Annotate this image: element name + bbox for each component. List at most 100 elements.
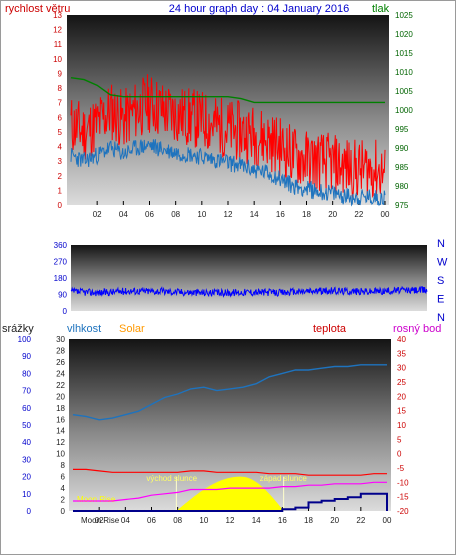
- wind-x-tick: 10: [197, 210, 206, 219]
- dewpoint-series-line: [73, 481, 387, 502]
- sun-rise-label: východ slunce: [146, 474, 197, 483]
- wind-panel: 0123456789101112139759809859909951000100…: [53, 11, 413, 219]
- wind-x-tick: 22: [354, 210, 363, 219]
- thermo-x-tick: 18: [304, 516, 313, 525]
- temperature-y-tick: 5: [397, 435, 402, 444]
- temperature-axis-label: teplota: [313, 323, 347, 335]
- temperature-y-tick: -10: [397, 478, 409, 487]
- wind-y-tick: 6: [58, 113, 63, 122]
- wind-x-tick: 16: [276, 210, 285, 219]
- humidity-y-tick: 24: [56, 369, 65, 378]
- wind-y-tick: 8: [58, 84, 63, 93]
- dewpoint-axis-label: rosný bod: [393, 323, 441, 335]
- temperature-y-tick: 10: [397, 421, 406, 430]
- rain-y-tick: 50: [22, 421, 31, 430]
- wind-x-tick: 02: [93, 210, 102, 219]
- temperature-y-tick: 15: [397, 407, 406, 416]
- humidity-y-tick: 0: [61, 507, 66, 516]
- wind-y-tick: 12: [53, 26, 62, 35]
- compass-label: W: [437, 257, 448, 269]
- direction-y-tick: 0: [63, 307, 68, 316]
- temperature-y-tick: -15: [397, 493, 409, 502]
- thermo-x-tick: 08: [173, 516, 182, 525]
- wind-x-tick: 04: [119, 210, 128, 219]
- thermo-x-tick: 00: [383, 516, 392, 525]
- direction-y-tick: 180: [54, 274, 68, 283]
- rain-y-tick: 60: [22, 404, 31, 413]
- wind-y-tick: 5: [58, 128, 63, 137]
- temperature-y-tick: 40: [397, 335, 406, 344]
- rain-axis-label: srážky: [2, 323, 34, 335]
- humidity-y-tick: 30: [56, 335, 65, 344]
- humidity-y-tick: 2: [61, 496, 66, 505]
- wind-x-tick: 00: [381, 210, 390, 219]
- humidity-y-tick: 6: [61, 473, 66, 482]
- thermo-x-tick: 10: [199, 516, 208, 525]
- pressure-y-tick: 975: [395, 201, 409, 210]
- humidity-y-tick: 12: [56, 438, 65, 447]
- thermo-x-tick: 04: [121, 516, 130, 525]
- pressure-y-tick: 980: [395, 182, 409, 191]
- wind-y-tick: 13: [53, 11, 62, 20]
- wind-axis-label: rychlost větru: [5, 3, 70, 15]
- direction-y-tick: 270: [54, 258, 68, 267]
- pressure-y-tick: 985: [395, 163, 409, 172]
- direction-series-line: [70, 285, 428, 298]
- wind-y-tick: 9: [58, 69, 63, 78]
- sun-set-label: západ slunce: [260, 474, 308, 483]
- pressure-y-tick: 1000: [395, 106, 413, 115]
- thermo-x-tick: 14: [252, 516, 261, 525]
- compass-label: S: [437, 275, 444, 287]
- humidity-y-tick: 26: [56, 358, 65, 367]
- wind-x-tick: 12: [224, 210, 233, 219]
- solar-axis-label: Solar: [119, 323, 145, 335]
- thermo-x-tick: 12: [226, 516, 235, 525]
- pressure-axis-label: tlak: [372, 3, 390, 15]
- rain-y-tick: 20: [22, 473, 31, 482]
- humidity-y-tick: 22: [56, 381, 65, 390]
- chart-title: 24 hour graph day : 04 January 2016: [169, 3, 349, 15]
- wind-y-tick: 4: [58, 143, 63, 152]
- thermo-x-tick: 02: [95, 516, 104, 525]
- pressure-y-tick: 1020: [395, 30, 413, 39]
- compass-label: N: [437, 312, 445, 324]
- rain-y-tick: 100: [18, 335, 32, 344]
- humidity-axis-label: vlhkost: [67, 323, 101, 335]
- direction-y-tick: 90: [58, 291, 67, 300]
- temperature-y-tick: 25: [397, 378, 406, 387]
- wind-x-tick: 18: [302, 210, 311, 219]
- wind-y-tick: 2: [58, 172, 63, 181]
- pressure-series-line: [70, 77, 385, 104]
- temperature-y-tick: 20: [397, 392, 406, 401]
- rain-y-tick: 90: [22, 352, 31, 361]
- pressure-y-tick: 990: [395, 144, 409, 153]
- wind-x-tick: 08: [171, 210, 180, 219]
- thermo-panel: 0102030405060708090100024681012141618202…: [18, 335, 409, 525]
- thermo-x-tick: 22: [356, 516, 365, 525]
- pressure-y-tick: 1005: [395, 87, 413, 96]
- wind-y-tick: 7: [58, 99, 63, 108]
- temperature-y-tick: 0: [397, 450, 402, 459]
- wind-x-tick: 20: [328, 210, 337, 219]
- temperature-y-tick: -20: [397, 507, 409, 516]
- rain-y-tick: 80: [22, 369, 31, 378]
- compass-label: N: [437, 238, 445, 250]
- humidity-y-tick: 10: [56, 450, 65, 459]
- wind-y-tick: 1: [58, 186, 63, 195]
- wind-y-tick: 10: [53, 55, 62, 64]
- wind-average-series-line: [70, 139, 386, 207]
- temperature-y-tick: 35: [397, 349, 406, 358]
- humidity-y-tick: 14: [56, 427, 65, 436]
- pressure-y-tick: 1015: [395, 49, 413, 58]
- temperature-y-tick: 30: [397, 364, 406, 373]
- gust-series-line: [70, 74, 386, 199]
- humidity-y-tick: 20: [56, 392, 65, 401]
- thermo-x-tick: 20: [330, 516, 339, 525]
- rain-y-tick: 0: [27, 507, 32, 516]
- moon-rise-label: Moon Rise: [77, 495, 116, 504]
- wind-y-tick: 11: [54, 40, 63, 49]
- compass-label: E: [437, 294, 444, 306]
